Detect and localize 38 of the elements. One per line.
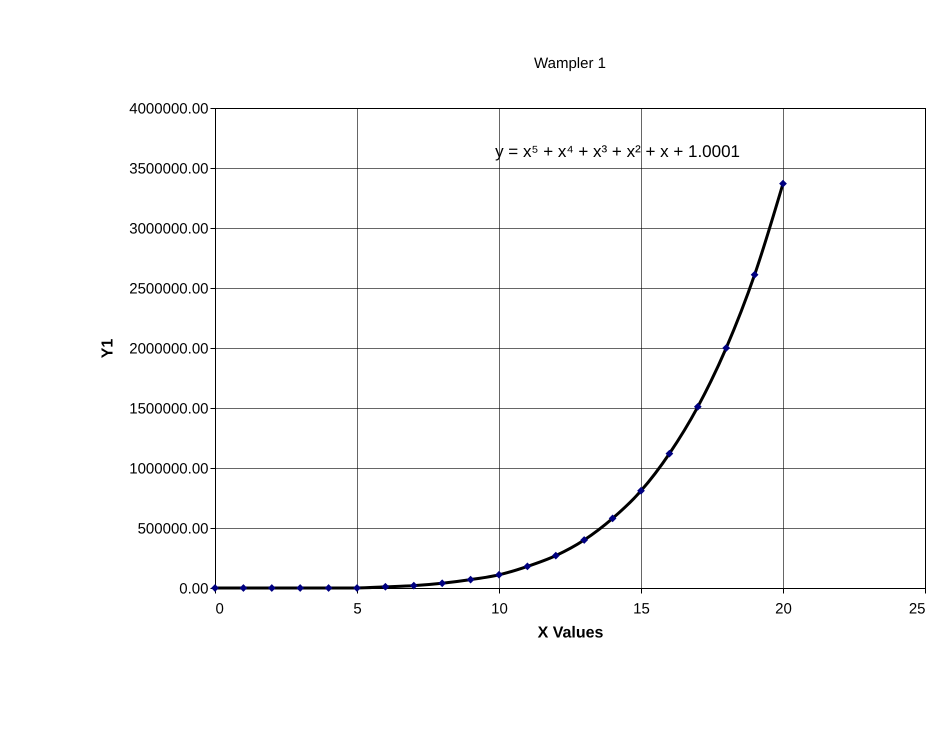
x-tick-label: 10 — [491, 600, 508, 618]
point — [240, 584, 248, 592]
chart-title: Wampler 1 — [534, 55, 606, 72]
x-tick-label: 20 — [775, 600, 792, 618]
point — [211, 584, 219, 592]
point — [750, 270, 758, 279]
x-tick-label: 15 — [633, 600, 650, 618]
point — [694, 402, 702, 411]
point — [438, 579, 446, 588]
point — [666, 450, 674, 458]
point — [268, 584, 276, 592]
point — [637, 486, 645, 495]
point — [296, 584, 304, 592]
y-tick-label: 0.00 — [179, 580, 208, 598]
point — [524, 562, 532, 570]
point — [382, 582, 390, 591]
y-tick-label: 500000.00 — [138, 520, 208, 538]
y-tick-label: 3500000.00 — [129, 160, 208, 178]
point — [410, 582, 418, 590]
point — [779, 180, 787, 188]
x-axis-title: X Values — [538, 624, 604, 642]
point — [466, 576, 474, 584]
y-tick-label: 2500000.00 — [129, 280, 208, 298]
y-tick-label: 1000000.00 — [129, 460, 208, 478]
y-axis-title: Y1 — [99, 338, 116, 358]
y-tick-label: 4000000.00 — [129, 100, 208, 118]
point — [324, 584, 332, 592]
y-tick-label: 1500000.00 — [129, 400, 208, 418]
point — [552, 552, 560, 560]
point — [722, 344, 730, 352]
y-tick-label: 2000000.00 — [129, 340, 208, 358]
point — [608, 514, 616, 522]
point — [580, 536, 588, 544]
x-tick-label: 0 — [216, 600, 224, 618]
x-tick-label: 5 — [353, 600, 362, 618]
x-tick-label: 25 — [908, 600, 926, 618]
y-tick-label: 3000000.00 — [129, 220, 208, 238]
point — [495, 570, 503, 579]
